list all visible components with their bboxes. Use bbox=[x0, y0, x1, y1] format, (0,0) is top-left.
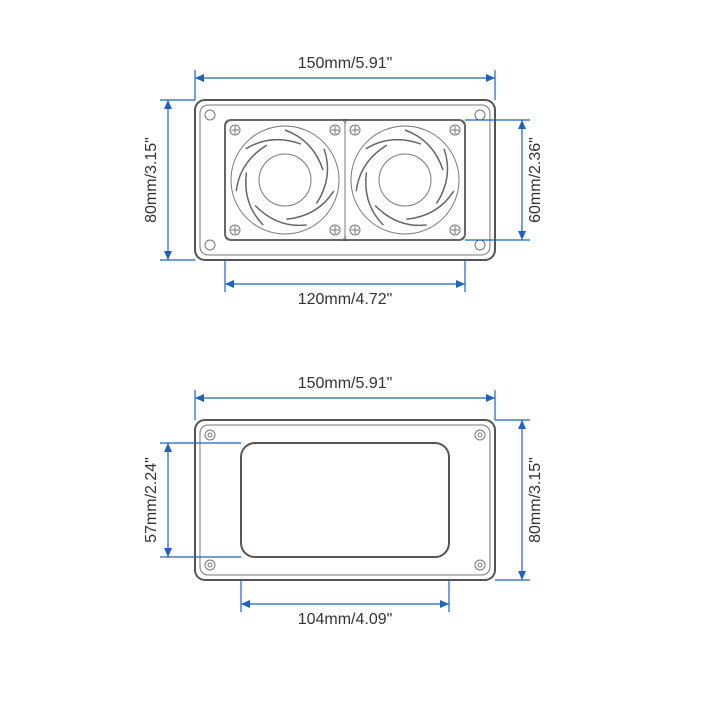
dim-top-inner-height: 60mm/2.36" bbox=[465, 120, 544, 240]
top-outer-width-label: 150mm/5.91" bbox=[298, 55, 393, 72]
dim-bottom-opening-height: 57mm/2.24" bbox=[143, 443, 241, 557]
top-outer-height-label: 80mm/3.15" bbox=[143, 137, 160, 223]
bottom-view: 150mm/5.91" 80mm/3.15" 57mm/2.24" 104mm/… bbox=[143, 375, 544, 628]
dim-bottom-opening-width: 104mm/4.09" bbox=[241, 580, 449, 628]
top-inner-height-label: 60mm/2.36" bbox=[527, 137, 544, 223]
dim-bottom-outer-height: 80mm/3.15" bbox=[495, 420, 544, 580]
bottom-opening-height-label: 57mm/2.24" bbox=[143, 457, 160, 543]
bottom-outer-height-label: 80mm/3.15" bbox=[527, 457, 544, 543]
dimension-drawing: 150mm/5.91" 80mm/3.15" 60mm/2.36" 120mm/… bbox=[0, 0, 720, 720]
top-inner-width-label: 120mm/4.72" bbox=[298, 291, 393, 308]
dim-bottom-outer-width: 150mm/5.91" bbox=[195, 375, 495, 420]
dim-top-inner-width: 120mm/4.72" bbox=[225, 260, 465, 308]
bottom-outer-width-label: 150mm/5.91" bbox=[298, 375, 393, 392]
top-view: 150mm/5.91" 80mm/3.15" 60mm/2.36" 120mm/… bbox=[143, 55, 544, 308]
bottom-opening-width-label: 104mm/4.09" bbox=[298, 611, 393, 628]
dim-top-outer-width: 150mm/5.91" bbox=[195, 55, 495, 100]
dim-top-outer-height: 80mm/3.15" bbox=[143, 100, 195, 260]
